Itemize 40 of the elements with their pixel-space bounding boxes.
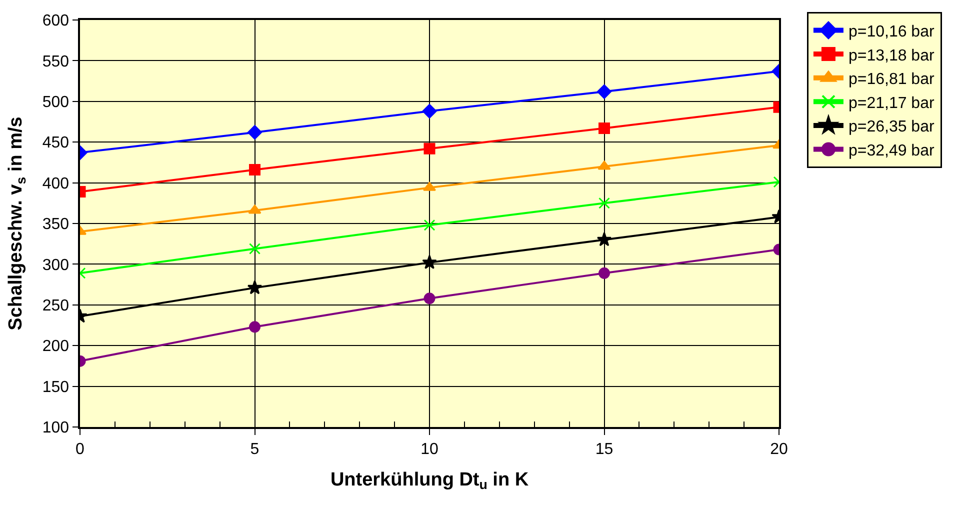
y-tick-label: 300 — [42, 256, 70, 274]
x-axis-title: Unterkühlung Dt$_{u}$ in K — [330, 469, 529, 492]
point — [598, 197, 610, 209]
point — [248, 125, 262, 140]
point — [247, 280, 262, 294]
legend-label: p=26,35 bar — [848, 118, 935, 136]
y-tick-label: 150 — [42, 378, 70, 396]
point — [424, 142, 436, 154]
x-tick-label: 5 — [250, 440, 260, 458]
legend-label: p=32,49 bar — [848, 142, 935, 160]
point — [424, 219, 436, 231]
point — [422, 104, 437, 118]
point — [424, 292, 436, 304]
point — [597, 84, 612, 99]
y-tick-label: 250 — [42, 298, 70, 314]
legend-label: p=10,16 bar — [848, 24, 935, 40]
point — [598, 122, 610, 134]
y-tick-label: 400 — [42, 175, 70, 192]
point — [249, 321, 260, 333]
legend-label: p=13,18 bar — [848, 47, 935, 64]
point — [598, 267, 610, 279]
x-tick-label: 0 — [76, 440, 85, 458]
x-tick-label: 10 — [420, 440, 438, 458]
y-tick-label: 200 — [42, 338, 70, 356]
x-tick-label: 15 — [595, 440, 614, 458]
legend-label: p=21,17 bar — [848, 94, 935, 112]
point — [248, 204, 262, 214]
point — [596, 232, 612, 246]
legend-label: p=16,81 bar — [848, 71, 935, 88]
point — [249, 242, 260, 254]
y-tick-label: 100 — [42, 420, 70, 437]
y-tick-label: 350 — [42, 216, 70, 234]
point — [598, 160, 611, 170]
y-tick-label: 500 — [42, 94, 70, 111]
point — [422, 254, 437, 269]
y-tick-label: 550 — [42, 53, 70, 70]
y-tick-label: 450 — [42, 134, 70, 152]
y-tick-label: 600 — [42, 12, 70, 30]
x-tick-label: 20 — [770, 440, 788, 458]
point — [249, 164, 260, 176]
